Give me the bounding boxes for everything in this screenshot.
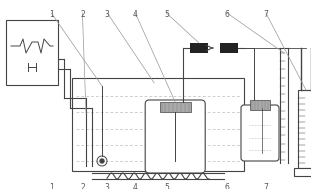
FancyBboxPatch shape — [145, 100, 205, 173]
Text: 3: 3 — [105, 183, 110, 189]
Bar — [6, 20, 58, 85]
Text: 7: 7 — [263, 183, 268, 189]
Bar — [250, 100, 270, 110]
Text: 6: 6 — [225, 10, 230, 19]
Bar — [298, 90, 311, 168]
Bar — [294, 168, 311, 176]
Text: 5: 5 — [164, 183, 169, 189]
Text: 1: 1 — [49, 183, 54, 189]
Text: 2: 2 — [80, 183, 85, 189]
Text: 4: 4 — [133, 10, 138, 19]
Circle shape — [100, 159, 104, 163]
Text: 4: 4 — [133, 183, 138, 189]
Text: 2: 2 — [80, 10, 85, 19]
Text: 5: 5 — [164, 10, 169, 19]
Bar — [72, 78, 244, 171]
Text: 6: 6 — [225, 183, 230, 189]
FancyBboxPatch shape — [241, 105, 279, 161]
Text: 7: 7 — [263, 10, 268, 19]
Bar — [190, 43, 208, 53]
Bar — [160, 102, 191, 112]
Bar — [220, 43, 238, 53]
Text: 3: 3 — [105, 10, 110, 19]
Text: 1: 1 — [49, 10, 54, 19]
